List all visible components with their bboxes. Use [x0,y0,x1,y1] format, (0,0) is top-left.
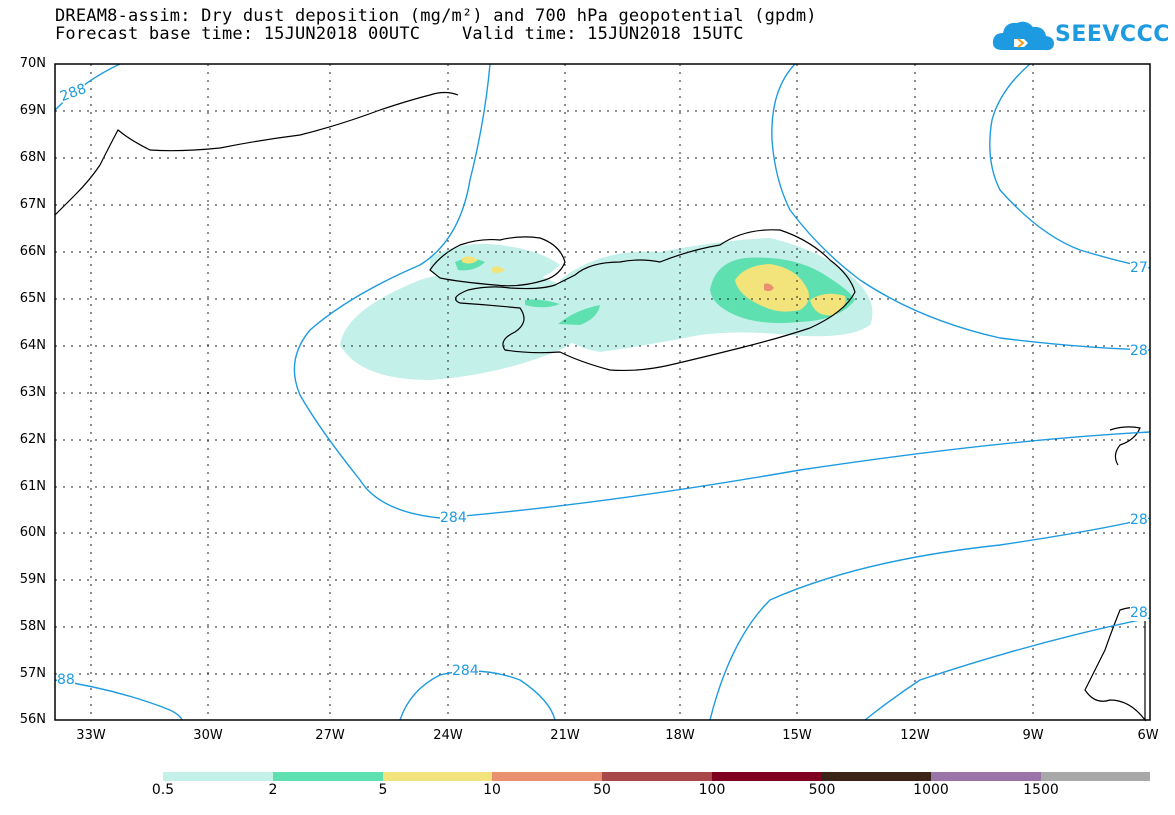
contour-label: 28 [1130,512,1148,528]
contour-label: 284 [440,510,467,526]
lon-label: 30W [193,728,223,743]
colorbar-label: 2 [268,782,278,798]
colorbar-swatch-4 [492,772,602,781]
lon-label: 24W [433,728,463,743]
colorbar [163,772,1150,781]
lat-label: 63N [19,385,46,400]
colorbar-swatch-9 [1041,772,1150,781]
lat-label: 60N [19,525,46,540]
westfjords-coastline [429,236,566,287]
colorbar-swatch-8 [931,772,1041,781]
lon-label: 15W [782,728,812,743]
cloud-logo-icon [990,14,1165,60]
geopotential-contours [54,63,1151,721]
colorbar-label: 100 [698,782,726,798]
lon-label: 9W [1022,728,1044,743]
lat-label: 58N [19,619,46,634]
logo-text: SEEVCCC [1055,22,1170,47]
lat-label: 69N [19,103,46,118]
colorbar-swatch-2 [273,772,383,781]
plot-frame [54,63,1151,721]
contour-label: 284 [452,663,479,679]
contour-label: 28 [1130,605,1148,621]
scotland-coastline [1084,606,1146,722]
lat-label: 67N [19,197,46,212]
lon-label: 27W [315,728,345,743]
map-title: DREAM8-assim: Dry dust deposition (mg/m²… [55,6,817,26]
colorbar-swatch-3 [383,772,492,781]
contour-label: 27 [1130,260,1148,276]
colorbar-swatch-1 [163,772,273,781]
lat-label: 59N [19,572,46,587]
lat-label: 62N [19,432,46,447]
colorbar-swatch-7 [822,772,931,781]
coastline-layer [54,91,1146,722]
lat-label: 64N [19,338,46,353]
lat-label: 57N [19,666,46,681]
colorbar-label: 10 [483,782,501,798]
contour-label: 28 [1130,343,1148,359]
lat-label: 68N [19,150,46,165]
iceland-coastline [454,229,856,372]
lon-label: 18W [665,728,695,743]
lon-label: 6W [1137,728,1159,743]
contour-label: 88 [57,672,75,688]
map-subtitle: Forecast base time: 15JUN2018 00UTC Vali… [55,24,744,44]
dust-deposition-shading [340,238,873,380]
lat-label: 65N [19,291,46,306]
graticule [55,64,1150,720]
colorbar-swatch-6 [712,772,822,781]
lon-label: 12W [900,728,930,743]
colorbar-label: 500 [808,782,836,798]
lon-label: 21W [550,728,580,743]
colorbar-label: 1000 [913,782,949,798]
colorbar-swatch-5 [602,772,712,781]
lat-label: 70N [19,56,46,71]
colorbar-label: 1500 [1023,782,1059,798]
colorbar-label: 0.5 [151,782,175,798]
lat-label: 56N [19,712,46,727]
faroe-coastline [1109,426,1141,466]
lon-label: 33W [76,728,106,743]
lat-label: 66N [19,244,46,259]
lat-label: 61N [19,479,46,494]
colorbar-label: 5 [378,782,388,798]
colorbar-label: 50 [593,782,611,798]
